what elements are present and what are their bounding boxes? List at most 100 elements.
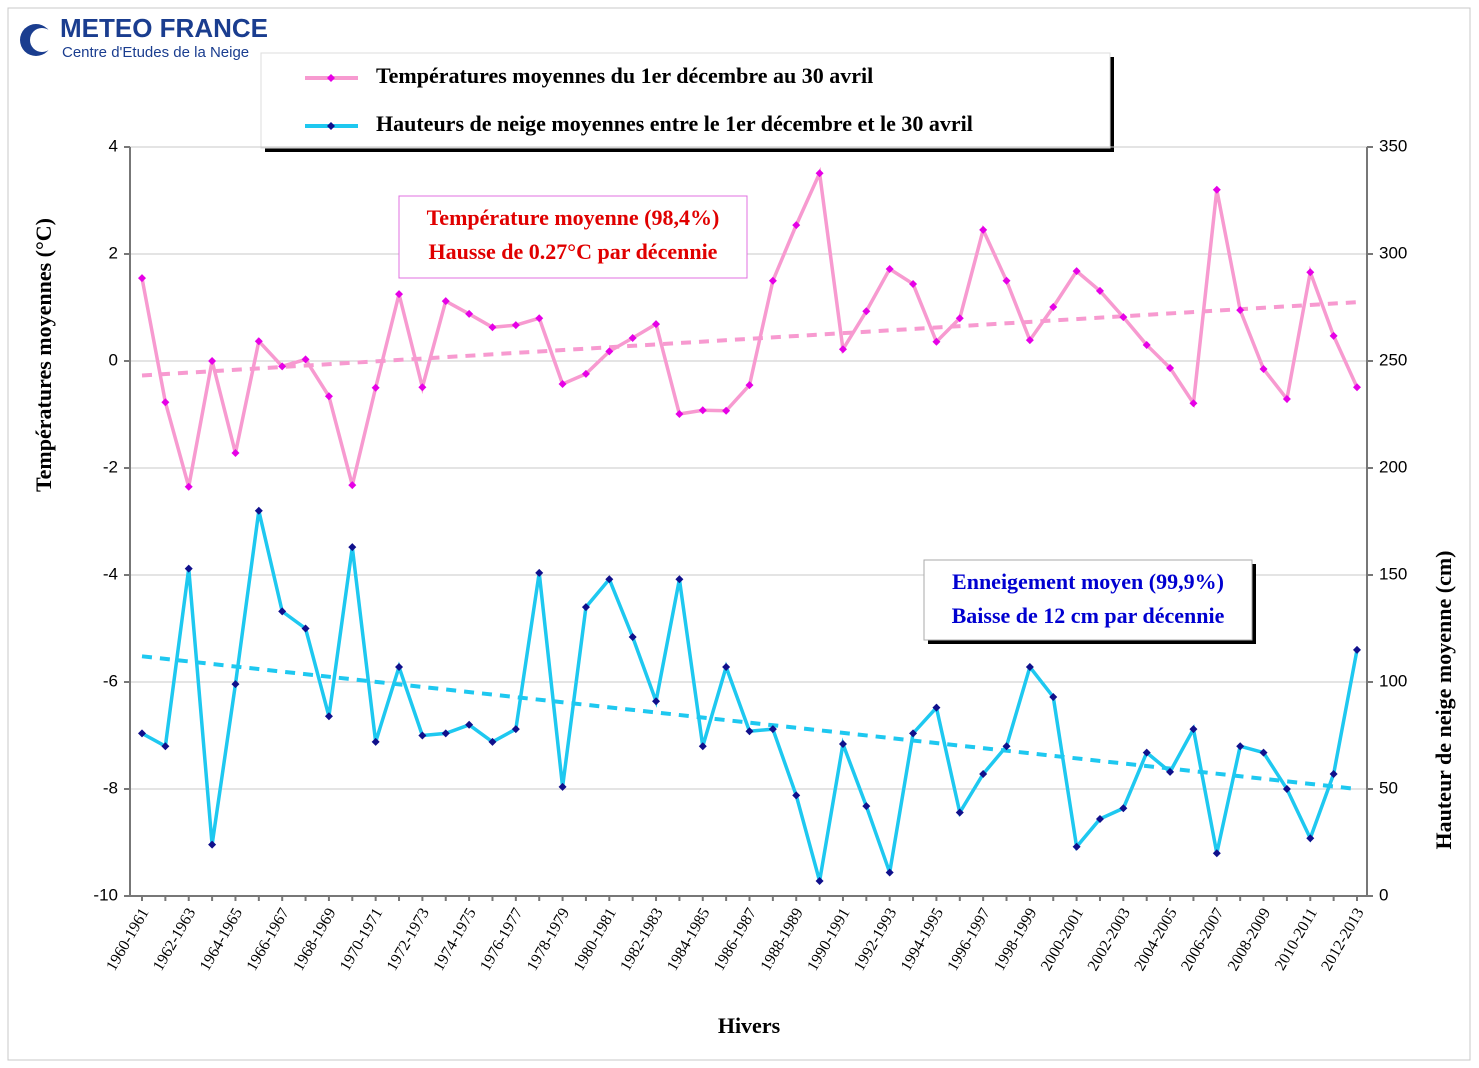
point bbox=[184, 482, 193, 491]
point bbox=[1282, 785, 1291, 793]
y-tick-label: -10 bbox=[93, 885, 118, 904]
point bbox=[605, 347, 614, 356]
point bbox=[184, 564, 193, 573]
point bbox=[862, 307, 871, 316]
x-tick-label: 1972-1973 bbox=[384, 905, 433, 974]
x-tick-label: 2004-2005 bbox=[1131, 905, 1180, 974]
point bbox=[231, 680, 240, 689]
legend-label: Températures moyennes du 1er décembre au… bbox=[376, 63, 873, 88]
point bbox=[815, 877, 824, 886]
point bbox=[1119, 804, 1128, 813]
point bbox=[1329, 770, 1338, 779]
logo bbox=[30, 28, 54, 52]
point bbox=[254, 337, 263, 346]
point bbox=[1212, 185, 1221, 194]
x-tick-label: 1978-1979 bbox=[524, 905, 573, 974]
point bbox=[652, 320, 661, 329]
point bbox=[208, 357, 217, 365]
point bbox=[511, 321, 520, 330]
point bbox=[1282, 394, 1291, 403]
point bbox=[581, 603, 590, 612]
point bbox=[1189, 725, 1198, 734]
point bbox=[745, 727, 754, 736]
point bbox=[1259, 748, 1268, 757]
point bbox=[581, 369, 590, 378]
point bbox=[395, 290, 404, 299]
point bbox=[1189, 399, 1198, 408]
y2-tick-label: 350 bbox=[1379, 136, 1407, 155]
y-tick-label: -4 bbox=[103, 564, 118, 583]
legend-label: Hauteurs de neige moyennes entre le 1er … bbox=[376, 111, 973, 136]
x-tick-label: 1986-1987 bbox=[711, 905, 760, 974]
point bbox=[885, 264, 894, 273]
point bbox=[1212, 849, 1221, 858]
point bbox=[1353, 383, 1361, 392]
point bbox=[395, 663, 404, 672]
point bbox=[465, 720, 474, 729]
x-tick-label: 1988-1989 bbox=[757, 905, 806, 974]
x-tick-label: 1960-1961 bbox=[103, 905, 152, 974]
point bbox=[979, 770, 988, 779]
point bbox=[815, 169, 824, 178]
point bbox=[1025, 336, 1034, 345]
point bbox=[371, 737, 380, 746]
y2-tick-label: 50 bbox=[1379, 778, 1398, 797]
point bbox=[1236, 306, 1245, 315]
point bbox=[1306, 834, 1315, 843]
legend-marker bbox=[327, 122, 335, 130]
point bbox=[488, 323, 497, 332]
point bbox=[1259, 365, 1268, 374]
point bbox=[909, 279, 918, 288]
point bbox=[418, 383, 427, 392]
y-tick-label: 2 bbox=[109, 243, 118, 262]
x-tick-label: 1994-1995 bbox=[898, 905, 947, 974]
x-tick-label: 1996-1997 bbox=[944, 905, 993, 974]
point bbox=[231, 449, 240, 458]
point bbox=[371, 383, 380, 392]
point bbox=[278, 607, 287, 616]
point bbox=[1142, 340, 1151, 349]
point bbox=[348, 543, 357, 552]
point bbox=[1072, 842, 1081, 851]
point bbox=[932, 337, 941, 346]
x-tick-label: 1982-1983 bbox=[617, 905, 666, 974]
x-tick-label: 1962-1963 bbox=[150, 905, 199, 974]
y-axis-label: Températures moyennes (°C) bbox=[31, 218, 56, 492]
point bbox=[1095, 814, 1104, 823]
annotation-text: Baisse de 12 cm par décennie bbox=[952, 603, 1225, 628]
annotation-box bbox=[398, 195, 748, 279]
point bbox=[1095, 286, 1104, 295]
point bbox=[1002, 276, 1011, 285]
point bbox=[138, 729, 146, 738]
x-tick-label: 2000-2001 bbox=[1038, 905, 1087, 974]
x-tick-label: 1968-1969 bbox=[290, 905, 339, 974]
point bbox=[418, 731, 427, 740]
point bbox=[628, 333, 637, 342]
y2-tick-label: 300 bbox=[1379, 243, 1407, 262]
point bbox=[1049, 692, 1058, 701]
legend-marker bbox=[327, 74, 335, 82]
point bbox=[278, 362, 287, 371]
point bbox=[1072, 267, 1081, 276]
brand-subtitle: Centre d'Etudes de la Neige bbox=[62, 44, 249, 61]
trend-line bbox=[141, 300, 1358, 378]
point bbox=[558, 782, 567, 791]
y-tick-label: -6 bbox=[103, 671, 118, 690]
point bbox=[1353, 645, 1361, 654]
point bbox=[301, 624, 310, 633]
point bbox=[441, 729, 450, 738]
point bbox=[605, 575, 614, 584]
point bbox=[1142, 748, 1151, 757]
point bbox=[1329, 331, 1338, 340]
point bbox=[698, 406, 707, 415]
trend-line bbox=[141, 654, 1358, 791]
point bbox=[722, 406, 731, 415]
point bbox=[675, 575, 684, 584]
point bbox=[1306, 268, 1315, 277]
x-tick-label: 1980-1981 bbox=[571, 905, 620, 974]
point bbox=[511, 725, 520, 734]
annotation-text: Hausse de 0.27°C par décennie bbox=[429, 239, 718, 264]
y2-tick-label: 250 bbox=[1379, 350, 1407, 369]
point bbox=[909, 729, 918, 738]
